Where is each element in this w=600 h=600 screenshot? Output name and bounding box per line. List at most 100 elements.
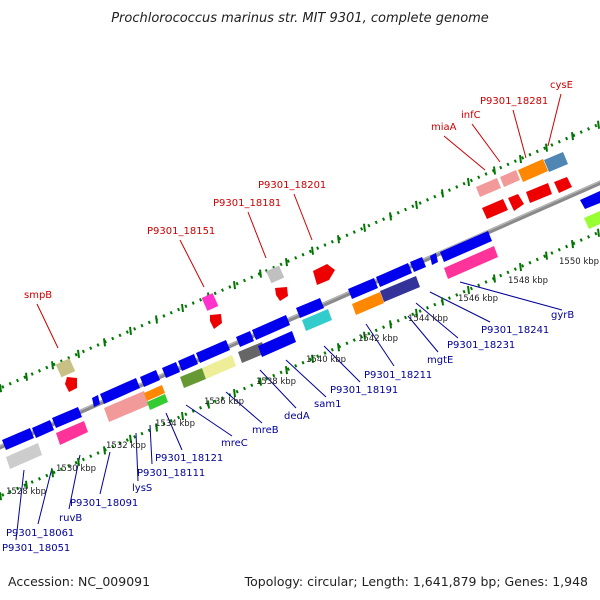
- gene-blue-17[interactable]: [430, 253, 438, 265]
- kbp-tick-label: 1538 kbp: [256, 377, 296, 387]
- gene-P9301_18201[interactable]: [313, 264, 335, 285]
- gene-blue-15[interactable]: [376, 263, 412, 287]
- lower-tick: [493, 274, 496, 283]
- gene-label-reverse[interactable]: P9301_18111: [137, 468, 205, 479]
- gene-label-reverse[interactable]: P9301_18211: [364, 370, 432, 381]
- gene-label-reverse[interactable]: mreB: [252, 425, 279, 436]
- gene-smpB-feature[interactable]: [65, 377, 77, 392]
- leader-line-reverse: [429, 291, 491, 323]
- gene-blue-7[interactable]: [162, 362, 180, 378]
- gene-forward-blue-edge[interactable]: [580, 191, 600, 209]
- gene-blue-16[interactable]: [410, 257, 426, 272]
- gene-blue-11[interactable]: [252, 315, 290, 340]
- gene-blue-10[interactable]: [236, 331, 254, 347]
- gene-forward-red-1[interactable]: [482, 199, 508, 219]
- gene-label-forward[interactable]: infC: [461, 110, 481, 121]
- gene-label-forward[interactable]: P9301_18181: [213, 198, 281, 209]
- gene-gray-1[interactable]: [6, 443, 42, 469]
- gene-label-reverse[interactable]: P9301_18061: [6, 528, 74, 539]
- gene-khaki-1[interactable]: [202, 355, 236, 379]
- gene-P9301_18181[interactable]: [266, 265, 285, 284]
- gene-blue-18[interactable]: [440, 231, 492, 262]
- leader-line-forward: [547, 93, 562, 147]
- gene-blue-13[interactable]: [258, 331, 296, 357]
- gene-blue-2[interactable]: [32, 420, 54, 438]
- gene-label-reverse[interactable]: mgtE: [427, 355, 453, 366]
- gene-label-reverse[interactable]: gyrB: [551, 310, 574, 321]
- gene-label-forward[interactable]: P9301_18201: [258, 180, 326, 191]
- leader-line-forward: [471, 123, 501, 163]
- gene-label-forward[interactable]: miaA: [431, 122, 457, 133]
- gene-blue-1[interactable]: [2, 428, 34, 450]
- gene-label-reverse[interactable]: P9301_18231: [447, 340, 515, 351]
- lower-tick: [415, 308, 418, 318]
- gene-green-1[interactable]: [147, 394, 168, 410]
- upper-tick: [181, 303, 184, 313]
- gene-blue-14[interactable]: [348, 278, 378, 299]
- leader-line-reverse: [185, 404, 233, 437]
- kbp-tick-label: 1534 kbp: [155, 419, 195, 429]
- gene-label-reverse[interactable]: dedA: [284, 411, 310, 422]
- gene-orange-1[interactable]: [144, 385, 165, 401]
- gene-cysE[interactable]: [544, 152, 568, 172]
- upper-tick: [259, 269, 262, 278]
- gene-label-forward[interactable]: smpB: [24, 290, 52, 301]
- gene-forward-red-2[interactable]: [508, 194, 524, 211]
- gene-P9301_18151[interactable]: [201, 293, 219, 311]
- lower-tick: [77, 457, 80, 466]
- gene-salmon-1[interactable]: [104, 391, 149, 422]
- gene-label-reverse[interactable]: P9301_18091: [70, 498, 138, 509]
- gene-forward-red-4[interactable]: [554, 177, 572, 193]
- leader-line-reverse: [225, 391, 263, 424]
- upper-tick: [129, 326, 132, 336]
- gene-blue-6[interactable]: [140, 370, 160, 387]
- gene-label-reverse[interactable]: ruvB: [59, 513, 82, 524]
- leader-line-reverse: [15, 469, 25, 541]
- kbp-tick-label: 1548 kbp: [508, 276, 548, 286]
- forward-strand-genes: [55, 152, 600, 392]
- gene-label-reverse[interactable]: mreC: [221, 438, 248, 449]
- leader-line-forward: [179, 239, 205, 288]
- lower-tick: [545, 251, 548, 260]
- gene-blue-12[interactable]: [296, 298, 324, 318]
- genome-summary-text: Topology: circular; Length: 1,641,879 bp…: [244, 574, 588, 589]
- gene-label-reverse[interactable]: P9301_18241: [481, 325, 549, 336]
- gene-label-reverse[interactable]: P9301_18191: [330, 385, 398, 396]
- gene-blue-4[interactable]: [92, 395, 100, 407]
- gene-label-forward[interactable]: P9301_18151: [147, 226, 215, 237]
- gene-label-reverse[interactable]: lysS: [132, 483, 152, 494]
- label-leader-lines: [15, 93, 563, 541]
- lower-tick: [389, 320, 392, 329]
- gene-pink-2[interactable]: [444, 246, 498, 279]
- gene-miaA[interactable]: [476, 178, 501, 197]
- gene-P9301_18281[interactable]: [518, 159, 548, 182]
- gene-label-reverse[interactable]: P9301_18051: [2, 543, 70, 554]
- gene-indigo-1[interactable]: [380, 276, 420, 302]
- gene-smpB[interactable]: [55, 358, 76, 378]
- gene-blue-9[interactable]: [196, 340, 230, 363]
- gene-cyan-1[interactable]: [302, 309, 332, 331]
- gene-blue-5[interactable]: [100, 378, 140, 404]
- lower-tick: [207, 400, 210, 409]
- gene-P9301_18181-feature[interactable]: [275, 287, 288, 301]
- gene-infC[interactable]: [500, 170, 520, 187]
- gene-blue-8[interactable]: [178, 354, 198, 371]
- gene-orange-2[interactable]: [352, 292, 384, 315]
- upper-tick: [441, 189, 444, 198]
- leader-line-reverse: [165, 412, 183, 451]
- leader-line-reverse: [259, 369, 297, 409]
- gene-forward-green-edge[interactable]: [584, 211, 600, 229]
- upper-tick: [597, 120, 600, 129]
- lower-tick: [363, 331, 366, 340]
- gene-label-reverse[interactable]: P9301_18121: [155, 453, 223, 464]
- gene-label-forward[interactable]: cysE: [550, 80, 573, 91]
- gene-pink-1[interactable]: [56, 421, 88, 445]
- gene-P9301_18151-feature[interactable]: [210, 314, 222, 329]
- leader-line-reverse: [37, 467, 53, 525]
- gene-label-reverse[interactable]: sam1: [314, 399, 341, 410]
- gene-label-forward[interactable]: P9301_18281: [480, 96, 548, 107]
- gene-forward-red-3[interactable]: [526, 183, 552, 203]
- gene-blue-3[interactable]: [52, 407, 82, 428]
- leader-line-reverse: [407, 315, 439, 353]
- gene-olive-1[interactable]: [180, 368, 206, 388]
